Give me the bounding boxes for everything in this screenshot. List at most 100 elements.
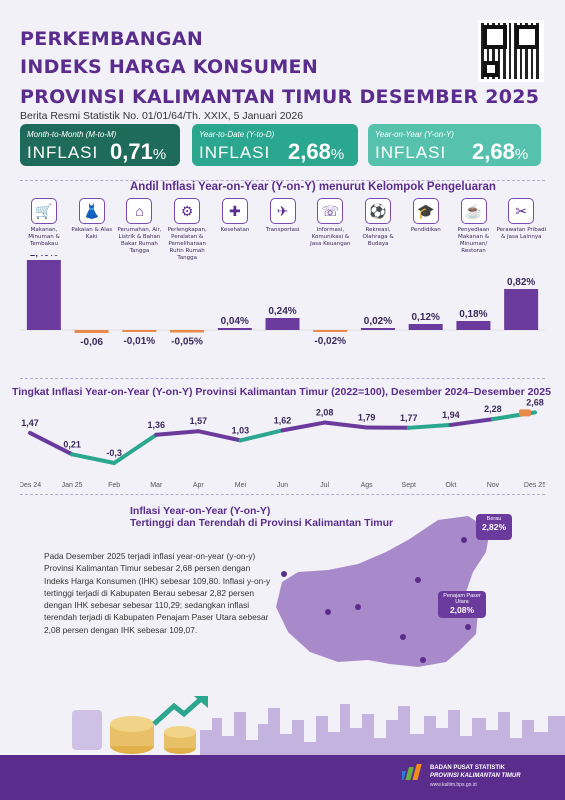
bar-label: -0,02% <box>314 336 346 347</box>
callout-berau-name: Berau <box>486 516 502 522</box>
city-skyline <box>200 704 565 756</box>
bar <box>265 318 300 330</box>
map-point <box>420 657 426 663</box>
bar <box>313 330 348 332</box>
category-name: Penyediaan Makanan & Minuman/ Restoran <box>457 227 490 254</box>
x-tick-label: Feb <box>108 482 120 489</box>
x-tick-label: Jan 25 <box>62 482 83 489</box>
title-line-2: INDEKS HARGA KONSUMEN <box>20 56 319 78</box>
card-yoy: Year-on-Year (Y-on-Y) INFLASI 2,68% <box>368 124 541 166</box>
category-name: Perlengkapan, Peralatan & Pemeliharaan R… <box>167 227 207 261</box>
category-item: ⚙ Perlengkapan, Peralatan & Pemeliharaan … <box>162 198 212 261</box>
card-mtm-label: Month-to-Month (M-to-M) <box>27 130 117 139</box>
x-tick-label: Nov <box>487 482 500 489</box>
bar-label: -0,01% <box>123 336 155 347</box>
andil-bar-chart: 1,40% -0,06 -0,01% -0,05% 0,04% 0,24% -0,02% 0,… <box>20 255 545 348</box>
category-item: 👗 Pakaian & Alas Kaki <box>67 198 117 241</box>
bar <box>360 328 395 330</box>
callout-berau: Berau 2,82% <box>476 514 512 540</box>
bar-label: 0,24% <box>268 306 296 317</box>
qr-code-icon[interactable] <box>478 20 544 82</box>
kaltim-map <box>276 516 490 667</box>
restaurant-icon: ☕ <box>460 198 487 224</box>
divider-1 <box>20 180 545 181</box>
category-name: Pendidikan <box>410 227 441 233</box>
bar-label: 0,12% <box>412 312 440 323</box>
point-label: 1,57 <box>190 416 208 426</box>
point-label: 1,03 <box>232 425 250 435</box>
point-label: 2,28 <box>484 404 502 414</box>
bar <box>408 324 443 330</box>
category-name: Perumahan, Air, Listrik & Bahan Bakar Ru… <box>117 227 162 254</box>
x-tick-label: Mei <box>235 482 247 489</box>
bar-label: 0,04% <box>221 316 249 327</box>
category-name: Perawatan Pribadi & Jasa Lainnya <box>496 227 547 240</box>
andil-title: Andil Inflasi Year-on-Year (Y-on-Y) menu… <box>130 181 496 193</box>
callout-ppu: Penajam Paser Utara 2,08% <box>438 591 486 618</box>
x-tick-label: Apr <box>193 482 205 489</box>
card-ytd-label: Year-to-Date (Y-to-D) <box>199 130 275 139</box>
bar <box>456 321 491 330</box>
sport-icon: ⚽ <box>365 198 392 224</box>
card-yoy-word: INFLASI <box>375 143 447 162</box>
category-name: Rekreasi, Olahraga & Budaya <box>362 227 394 247</box>
line-segment <box>322 420 369 430</box>
line-segment <box>280 420 327 433</box>
category-name: Transportasi <box>265 227 300 233</box>
coins-illustration <box>72 696 208 754</box>
card-mtm-value-wrap: 0,71% <box>110 139 166 165</box>
x-tick-label: Jul <box>320 482 329 489</box>
inflation-line-chart: 1,47 Des 24 0,21 Jan 25 -0,3 Feb 1,36 Mar 1,57 Ap… <box>20 397 545 489</box>
line-segment <box>196 429 243 443</box>
point-label: 0,21 <box>63 439 81 449</box>
footer-org-2: PROVINSI KALIMANTAN TIMUR <box>430 773 521 779</box>
map-point <box>400 634 406 640</box>
point-label: 1,79 <box>358 412 376 422</box>
point-label: 1,94 <box>442 410 460 420</box>
point-label: 1,77 <box>400 413 418 423</box>
bar-label: -0,05% <box>171 337 203 348</box>
category-item: 🛒 Makanan, Minuman & Tembakau <box>19 198 69 248</box>
bps-logo-icon <box>402 764 422 780</box>
card-yoy-unit: % <box>514 146 529 163</box>
category-item: ✂ Perawatan Pribadi & Jasa Lainnya <box>496 198 546 241</box>
summary-paragraph: Pada Desember 2025 terjadi inflasi year-… <box>44 551 271 635</box>
x-tick-label: Des 25 <box>524 482 545 489</box>
category-name: Makanan, Minuman & Tembakau <box>28 227 60 247</box>
line-segment <box>448 417 495 427</box>
divider-2 <box>20 378 545 379</box>
x-tick-label: Okt <box>445 482 456 489</box>
footer-url[interactable]: www.kaltim.bps.go.id <box>430 782 477 788</box>
point-label: 1,36 <box>147 420 165 430</box>
x-tick-label: Mar <box>150 482 163 489</box>
x-tick-label: Ags <box>361 482 374 489</box>
bottom-title-2: Tertinggi dan Terendah di Provinsi Kalim… <box>130 517 394 529</box>
category-name: Kesehatan <box>220 227 250 233</box>
card-mtm-unit: % <box>152 146 167 163</box>
health-icon: ✚ <box>221 198 248 224</box>
card-mtm-word: INFLASI <box>27 143 99 162</box>
category-item: ☕ Penyediaan Makanan & Minuman/ Restoran <box>449 198 499 255</box>
x-tick-label: Jun <box>277 482 288 489</box>
footer-org-1: BADAN PUSAT STATISTIK <box>430 765 505 771</box>
line-segment <box>406 422 453 430</box>
line-segment <box>238 428 285 443</box>
clothing-icon: 👗 <box>78 198 105 224</box>
card-ytd-value-wrap: 2,68% <box>288 139 344 165</box>
category-name: Informasi, Komunikasi & Jasa Keuangan <box>310 227 351 247</box>
category-item: ☏ Informasi, Komunikasi & Jasa Keuangan <box>305 198 355 248</box>
bar-label: 0,18% <box>459 309 487 320</box>
category-item: ⚽ Rekreasi, Olahraga & Budaya <box>353 198 403 248</box>
card-ytd-value: 2,68 <box>288 139 331 164</box>
bar <box>74 330 109 333</box>
x-tick-label: Des 24 <box>20 482 41 489</box>
food-icon: 🛒 <box>31 198 57 224</box>
callout-berau-value: 2,82% <box>481 522 507 532</box>
phone-icon: ☏ <box>317 198 344 224</box>
category-name: Pakaian & Alas Kaki <box>71 227 113 240</box>
point-label: 1,47 <box>21 418 39 428</box>
line-segment <box>154 429 201 437</box>
transport-icon: ✈ <box>269 198 296 224</box>
bar <box>504 289 539 330</box>
map-point <box>415 577 421 583</box>
